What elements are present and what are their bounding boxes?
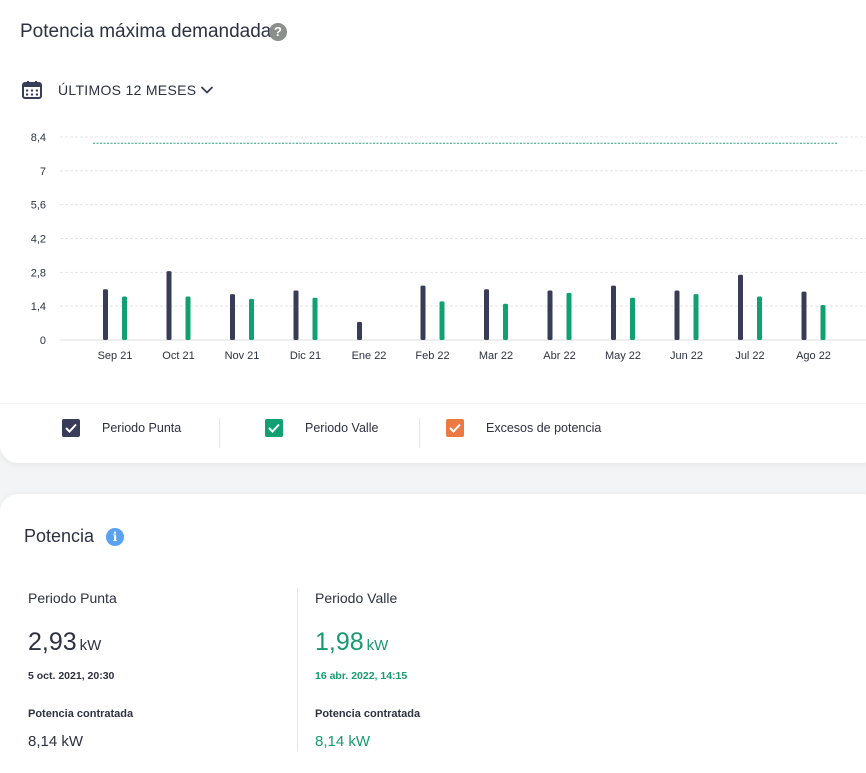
chart-legend: Periodo Punta Periodo Valle Excesos de p… — [0, 403, 866, 448]
x-tick-label: Jun 22 — [670, 350, 703, 362]
y-tick-label: 5,6 — [31, 200, 46, 212]
bar-punta — [611, 285, 616, 340]
valle-max-value: 1,98 kW — [315, 628, 420, 660]
bar-punta — [674, 290, 680, 340]
valle-label: Periodo Valle — [315, 590, 398, 606]
y-tick-label: 4,2 — [31, 234, 46, 246]
bar-punta — [420, 285, 426, 340]
legend-item-excesos[interactable]: Excesos de potencia — [446, 419, 601, 437]
chart-title: Potencia máxima demandada — [20, 21, 272, 42]
bar-valle — [693, 294, 699, 340]
legend-label-excesos: Excesos de potencia — [486, 421, 602, 435]
punta-value: 2,93 — [28, 628, 77, 656]
calendar-icon[interactable] — [22, 81, 42, 99]
column-divider — [297, 588, 298, 751]
punta-max-value: 2,93 kW — [28, 628, 133, 660]
bar-punta — [103, 289, 108, 340]
valle-summary: Periodo Valle 1,98 kW 16 abr. 2022, 14:15… — [315, 590, 420, 750]
legend-label-punta: Periodo Punta — [102, 421, 182, 435]
bar-valle — [820, 304, 826, 340]
bar-valle — [566, 292, 572, 340]
power-section-title: Potencia — [24, 526, 95, 546]
bar-punta — [484, 289, 489, 340]
y-tick-label: 8,4 — [31, 132, 46, 144]
punta-contracted-value: 8,14 kW — [28, 733, 84, 750]
bar-valle — [122, 296, 127, 340]
legend-item-valle[interactable]: Periodo Valle — [265, 419, 378, 437]
y-tick-label: 1,4 — [31, 301, 46, 313]
bar-valle — [630, 297, 635, 340]
valle-value: 1,98 — [315, 628, 364, 656]
bar-valle — [503, 303, 508, 340]
legend-item-punta[interactable]: Periodo Punta — [62, 419, 181, 437]
checkbox-checked-icon[interactable] — [265, 419, 283, 437]
chevron-down-icon — [201, 86, 214, 94]
punta-summary: Periodo Punta 2,93 kW 5 oct. 2021, 20:30 … — [28, 590, 133, 750]
x-tick-label: Jul 22 — [735, 350, 764, 362]
x-tick-label: Ago 22 — [796, 350, 831, 362]
valle-contracted-value: 8,14 kW — [315, 733, 371, 750]
bar-punta — [166, 271, 172, 340]
checkbox-checked-icon[interactable] — [446, 419, 464, 437]
bar-valle — [757, 296, 762, 340]
legend-divider — [419, 418, 420, 448]
bar-valle — [439, 301, 445, 340]
period-dropdown-label: ÚLTIMOS 12 MESES — [58, 82, 197, 98]
bar-punta — [230, 294, 235, 340]
y-tick-label: 0 — [40, 335, 46, 347]
bar-valle — [185, 296, 191, 340]
punta-label: Periodo Punta — [28, 590, 117, 606]
x-tick-label: Abr 22 — [543, 350, 575, 362]
x-tick-label: Mar 22 — [479, 350, 513, 362]
punta-contracted-label: Potencia contratada — [28, 708, 134, 720]
valle-contracted-label: Potencia contratada — [315, 708, 421, 720]
help-icon[interactable]: ? — [269, 23, 287, 41]
bar-valle — [312, 297, 318, 340]
power-card — [0, 494, 866, 773]
valle-date: 16 abr. 2022, 14:15 — [315, 670, 408, 682]
bar-valle — [249, 298, 254, 340]
x-tick-label: May 22 — [605, 350, 641, 362]
legend-label-valle: Periodo Valle — [305, 421, 379, 435]
bar-punta — [293, 290, 299, 340]
max-power-chart: 0 1,4 2,8 4,2 5,6 7 8,4 Sep 21 Oct 21 Nov 21 Dic 2… — [31, 132, 866, 362]
legend-divider — [219, 418, 220, 448]
bar-punta — [801, 291, 807, 340]
punta-date: 5 oct. 2021, 20:30 — [28, 670, 115, 682]
checkbox-checked-icon[interactable] — [62, 419, 80, 437]
y-tick-label: 2,8 — [31, 267, 46, 279]
info-icon[interactable]: i — [106, 528, 124, 546]
valle-unit: kW — [366, 637, 389, 654]
period-dropdown[interactable]: ÚLTIMOS 12 MESES — [58, 82, 214, 98]
bar-punta — [357, 321, 362, 340]
bar-punta — [738, 274, 743, 340]
x-tick-label: Sep 21 — [98, 350, 133, 362]
x-tick-label: Oct 21 — [162, 350, 194, 362]
x-tick-label: Ene 22 — [352, 350, 387, 362]
x-tick-label: Nov 21 — [225, 350, 260, 362]
bar-punta — [547, 290, 553, 340]
x-tick-label: Feb 22 — [415, 350, 449, 362]
max-power-card — [0, 0, 866, 463]
punta-unit: kW — [79, 637, 102, 654]
x-tick-label: Dic 21 — [290, 350, 321, 362]
y-tick-label: 7 — [40, 166, 46, 178]
